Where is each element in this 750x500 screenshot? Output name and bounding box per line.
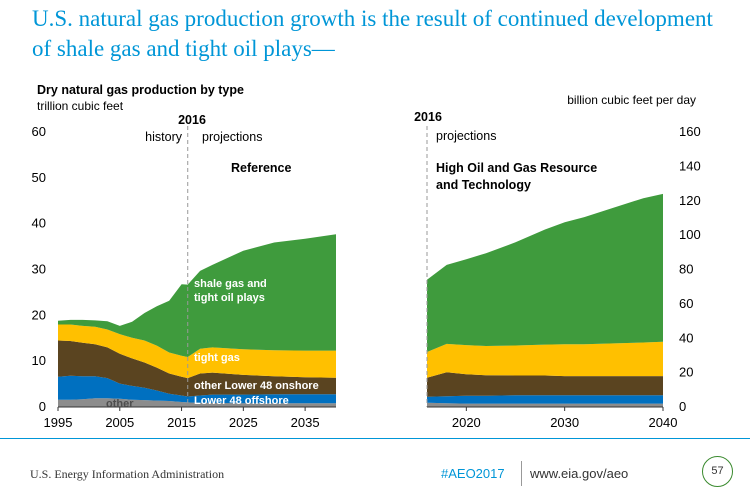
chart-2-area-lower-48-offshore: [427, 395, 663, 404]
left-projections-label: projections: [202, 130, 262, 144]
chart-1-x-tick-label: 2015: [167, 415, 196, 430]
right-projections-label: projections: [436, 129, 496, 143]
chart-1-x-tick-label: 1995: [44, 415, 73, 430]
chart-2-y-tick-label: 120: [679, 193, 701, 208]
chart-2-area-other-lower-48-onshore: [427, 372, 663, 397]
footer-hashtag[interactable]: #AEO2017: [441, 466, 505, 481]
chart-2-y-tick-label: 20: [679, 365, 693, 380]
label-other: other: [106, 398, 134, 410]
footer-url[interactable]: www.eia.gov/aeo: [530, 466, 629, 481]
chart-1-y-tick-label: 20: [32, 307, 46, 322]
right-y-axis-label: billion cubic feet per day: [567, 93, 696, 107]
right-case-label: High Oil and Gas Resource and Technology: [436, 161, 601, 192]
footer-source: U.S. Energy Information Administration: [30, 467, 225, 481]
chart-2-y-tick-label: 40: [679, 330, 693, 345]
chart-1-y-tick-label: 10: [32, 353, 46, 368]
chart-2-area-other: [427, 402, 663, 407]
chart-1-x-tick-label: 2035: [291, 415, 320, 430]
page-number: 57: [702, 456, 733, 487]
footer-separator: [521, 461, 522, 486]
chart-2-area-tight-gas: [427, 341, 663, 378]
label-other-lower48-onshore: other Lower 48 onshore: [194, 380, 319, 392]
chart-2-y-tick-label: 100: [679, 227, 701, 242]
chart-1-y-tick-label: 30: [32, 262, 46, 277]
label-tight-gas: tight gas: [194, 352, 240, 364]
right-divider-year: 2016: [414, 110, 442, 124]
chart-2-x-tick-label: 2030: [550, 415, 579, 430]
chart-1-area-other-lower-48-onshore: [58, 340, 336, 397]
chart-1-y-tick-label: 50: [32, 170, 46, 185]
chart-1-plot: 0 10 20 30 40 50 60 1995 2005 2015 2025 2035: [32, 124, 336, 430]
left-case-label: Reference: [231, 161, 291, 175]
chart-1-area-other: [58, 398, 336, 407]
chart-1-y-tick-label: 0: [39, 399, 46, 414]
chart-2-y-tick-label: 140: [679, 158, 701, 173]
chart-2-y-tick-label: 80: [679, 262, 693, 277]
chart-1-y-tick-label: 60: [32, 124, 46, 139]
chart-1-area-tight-gas: [58, 324, 336, 379]
chart-2-x-tick-label: 2040: [649, 415, 678, 430]
chart-1-y-tick-label: 40: [32, 216, 46, 231]
chart-2-y-tick-label: 0: [679, 399, 686, 414]
left-history-label: history: [145, 130, 183, 144]
label-lower48-offshore: Lower 48 offshore: [194, 395, 289, 407]
chart-1-x-tick-label: 2005: [105, 415, 134, 430]
chart-2-y-tick-label: 160: [679, 124, 701, 139]
chart-2-x-tick-label: 2020: [452, 415, 481, 430]
left-y-axis-label: trillion cubic feet: [37, 99, 124, 113]
chart-1-area-lower-48-offshore: [58, 375, 336, 404]
slide-title: U.S. natural gas production growth is th…: [32, 6, 713, 61]
footer-rule: [0, 438, 750, 439]
label-shale-gas: shale gas and tight oil plays: [194, 278, 270, 304]
chart-2-area-shale-gas-and-tight-oil-plays: [427, 193, 663, 352]
left-divider-year: 2016: [178, 113, 206, 127]
chart-2-y-tick-label: 60: [679, 296, 693, 311]
chart-1-x-tick-label: 2025: [229, 415, 258, 430]
left-chart-title: Dry natural gas production by type: [37, 83, 244, 97]
chart-1-area-shale-gas-and-tight-oil-plays: [58, 234, 336, 357]
